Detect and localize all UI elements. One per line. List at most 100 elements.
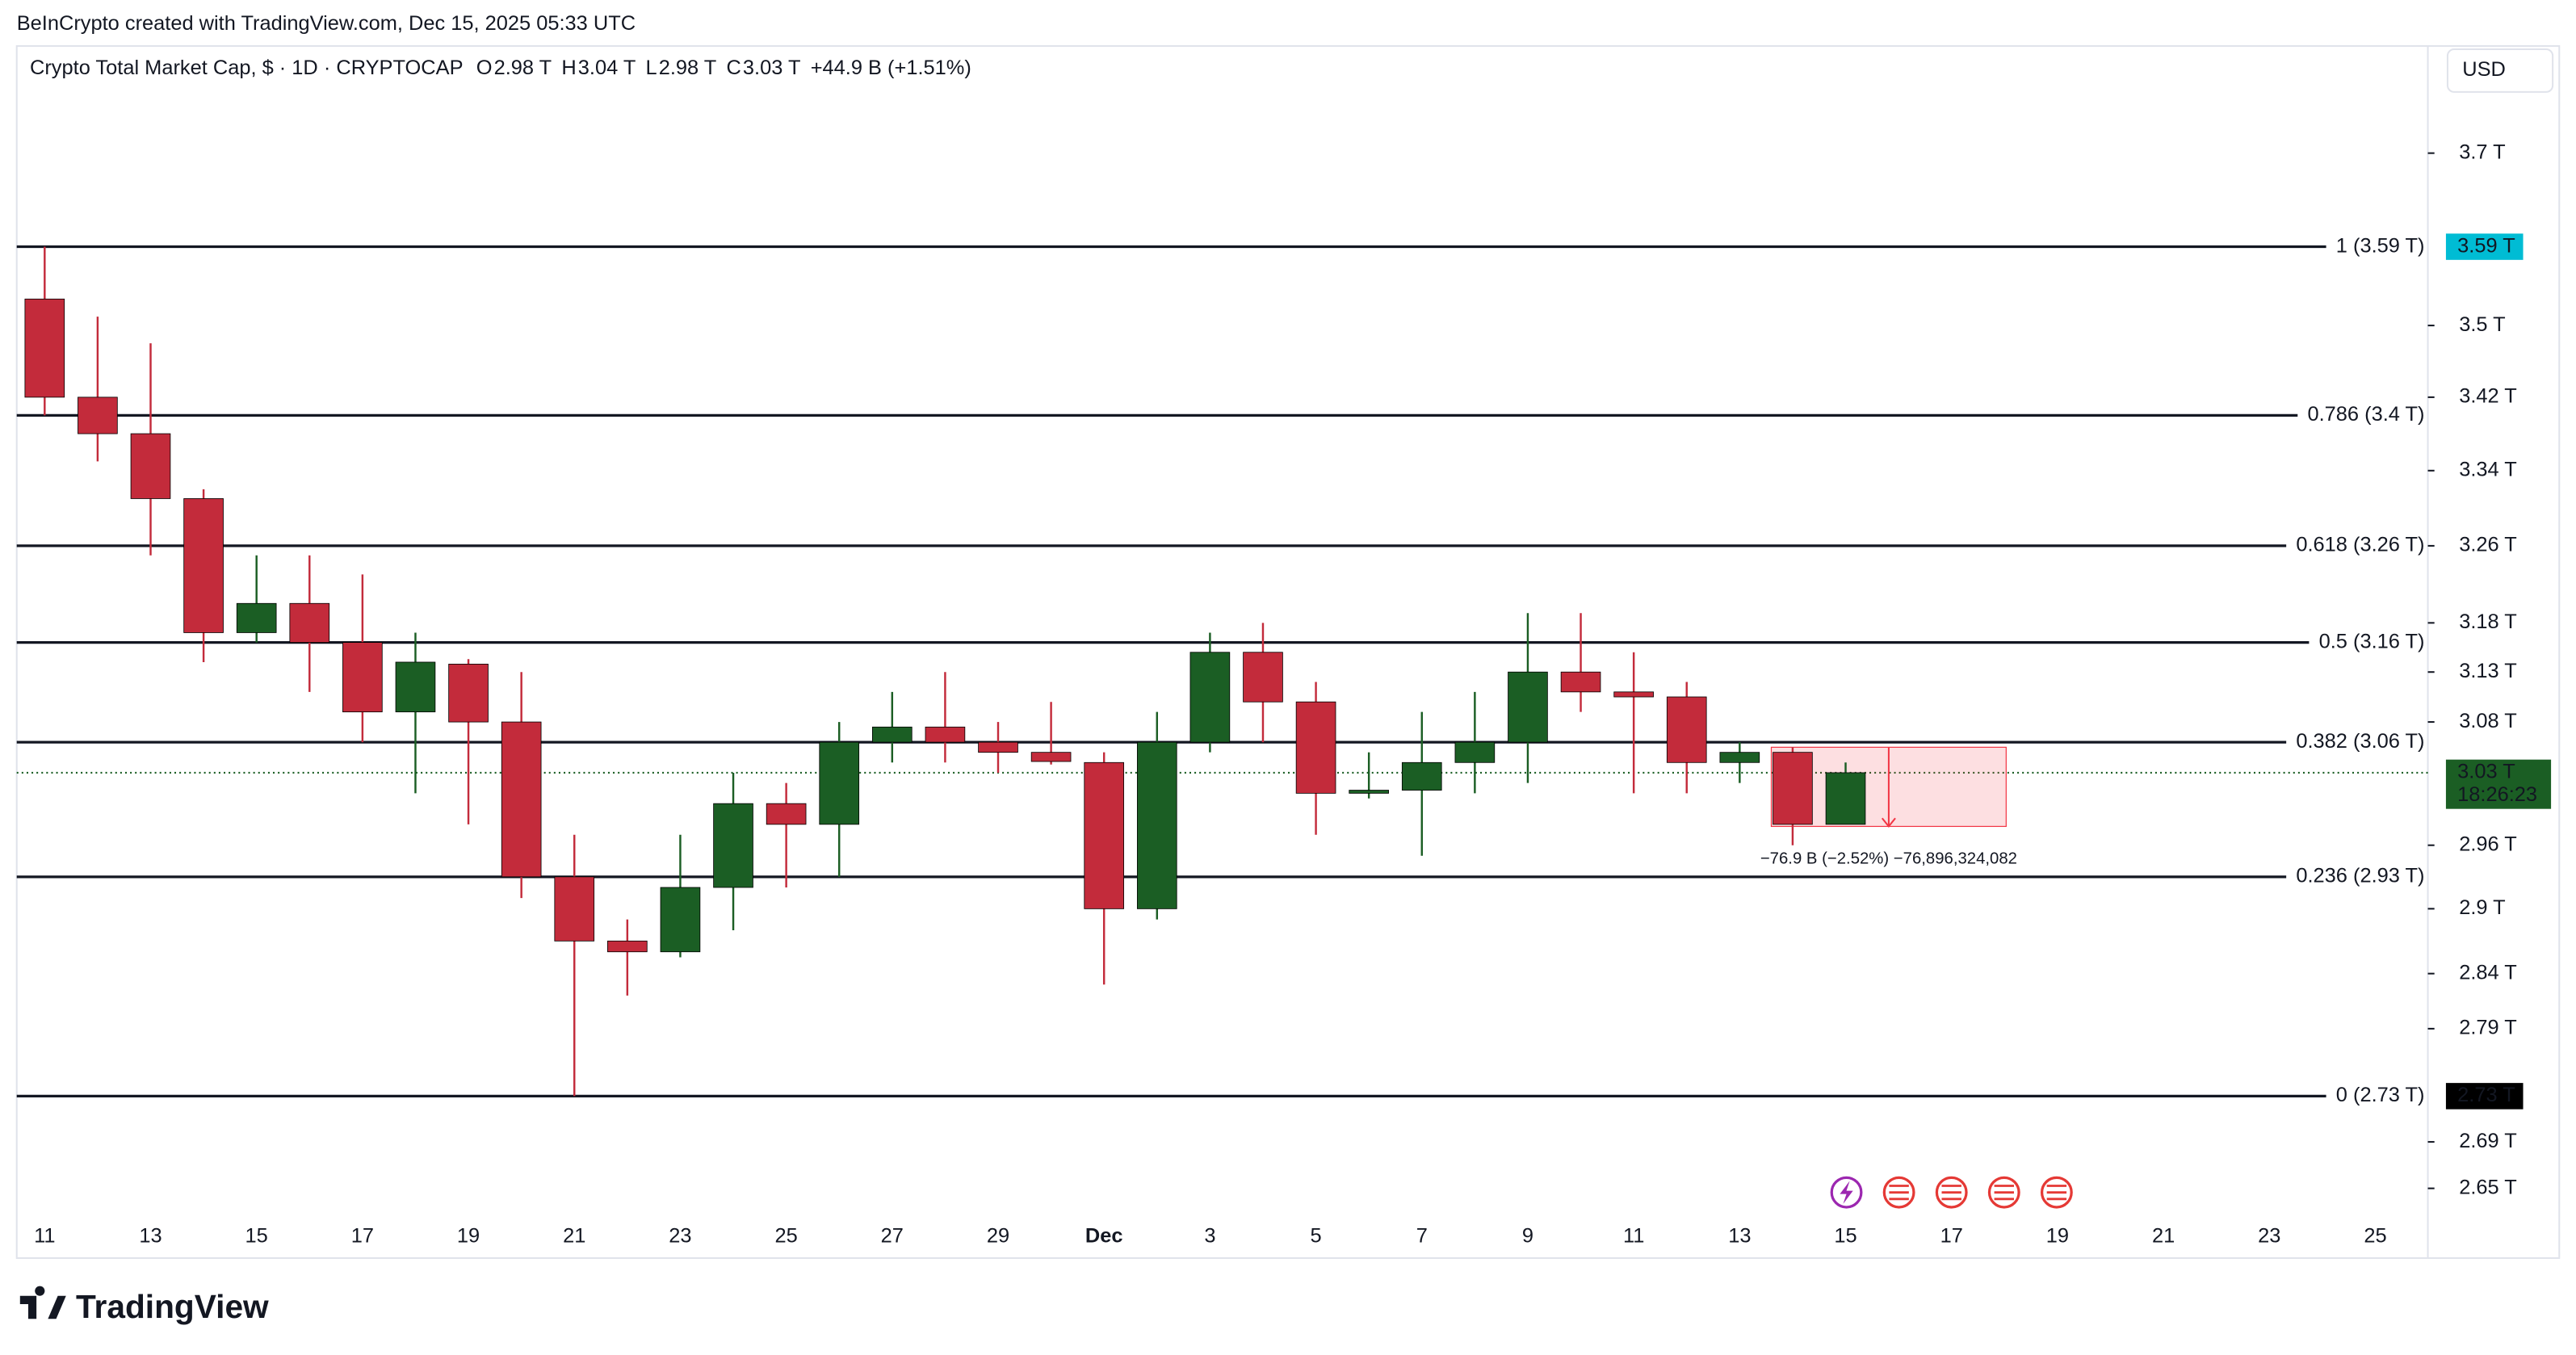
x-tick-label: 11	[34, 1224, 55, 1247]
legend-value: 3.03 T	[743, 57, 801, 79]
y-tick-label: 3.5 T	[2459, 313, 2505, 336]
legend-key: H	[561, 57, 576, 79]
candle-body	[1295, 701, 1336, 794]
candle-body	[1401, 761, 1442, 791]
measure-arrowhead	[1881, 817, 1896, 829]
x-tick-label: 7	[1416, 1224, 1428, 1247]
x-tick-label: 13	[1728, 1224, 1751, 1247]
level-badge	[2445, 1083, 2524, 1110]
fib-label: 0.5 (3.16 T)	[2319, 630, 2425, 652]
x-tick-label: 29	[987, 1224, 1009, 1247]
candle-body	[607, 940, 648, 953]
countdown: 18:26:23	[2457, 783, 2537, 806]
x-tick-label: Dec	[1085, 1224, 1123, 1247]
y-tick-label: 3.34 T	[2459, 459, 2517, 481]
y-tick-label: 2.79 T	[2459, 1017, 2517, 1039]
level-badge-label: 3.59 T	[2457, 234, 2515, 257]
y-tick-label: 3.42 T	[2459, 385, 2517, 408]
event-icons	[1830, 1176, 2073, 1209]
candle-body	[1349, 790, 1389, 794]
candle-body	[24, 298, 65, 398]
event-icon-glyph	[1840, 1181, 1853, 1204]
candle-body	[501, 721, 542, 878]
x-tick-label: 17	[351, 1224, 374, 1247]
flag-stripes	[1889, 1185, 2067, 1201]
legend-value: 2.98 T	[659, 57, 717, 79]
currency-button[interactable]	[2446, 48, 2554, 93]
candle-body	[766, 803, 807, 825]
measure-label: −76.9 B (−2.52%) −76,896,324,082	[1760, 849, 2017, 867]
x-tick-label: 21	[563, 1224, 585, 1247]
candle-body	[236, 602, 277, 633]
candle-body	[925, 726, 966, 743]
y-tick-label: 2.96 T	[2459, 833, 2517, 855]
legend-key: L	[646, 57, 657, 79]
y-tick-label: 2.9 T	[2459, 896, 2505, 919]
candle-body	[978, 741, 1018, 753]
candle-body	[1825, 772, 1866, 825]
legend-key: C	[727, 57, 741, 79]
candle-body	[1084, 761, 1125, 909]
candle-body	[1508, 671, 1548, 743]
candle-body	[554, 876, 595, 942]
x-tick-label: 25	[774, 1224, 797, 1247]
fib-label: 0.618 (3.26 T)	[2296, 534, 2424, 556]
candle-body	[395, 661, 436, 713]
currency[interactable]: USD	[2462, 58, 2506, 81]
legend-key: O	[476, 57, 493, 79]
x-tick-label: 11	[1623, 1224, 1644, 1247]
y-tick-label: 2.69 T	[2459, 1130, 2517, 1152]
level-badge-label: 2.73 T	[2457, 1084, 2515, 1106]
candle-body	[1189, 652, 1231, 743]
fib-label: 0 (2.73 T)	[2336, 1084, 2425, 1106]
fib-label: 1 (3.59 T)	[2336, 234, 2425, 257]
candle-body	[1560, 671, 1601, 693]
candle-body	[1773, 752, 1813, 825]
candle-body	[1136, 741, 1177, 909]
candle-body	[660, 887, 701, 953]
x-tick-label: 27	[881, 1224, 904, 1247]
candle-body	[872, 726, 913, 743]
y-tick-label: 2.84 T	[2459, 961, 2517, 984]
x-tick-label: 5	[1311, 1224, 1322, 1247]
x-tick-label: 15	[245, 1224, 268, 1247]
logo-mark	[19, 1286, 66, 1319]
candle-body	[183, 498, 224, 633]
candle-body	[1613, 691, 1654, 698]
candle-body	[1454, 741, 1496, 763]
x-tick-label: 21	[2152, 1224, 2175, 1247]
x-tick-label: 3	[1204, 1224, 1215, 1247]
legend-value: 2.98 T	[494, 57, 552, 79]
candle-body	[819, 741, 860, 825]
logo: TradingView	[19, 1286, 269, 1325]
x-tick-label: 17	[1940, 1224, 1963, 1247]
y-tick-label: 3.26 T	[2459, 534, 2517, 556]
candle-body	[713, 803, 753, 888]
y-tick-label: 2.65 T	[2459, 1176, 2517, 1198]
candle-body	[1666, 696, 1707, 763]
last-price-label: 3.03 T	[2457, 761, 2515, 783]
y-tick-label: 3.13 T	[2459, 660, 2517, 682]
x-tick-label: 23	[669, 1224, 691, 1247]
candle-body	[1719, 752, 1760, 763]
chart-title: Crypto Total Market Cap, $ · 1D · CRYPTO…	[30, 57, 464, 79]
y-tick-label: 3.18 T	[2459, 610, 2517, 633]
x-tick-label: 9	[1522, 1224, 1533, 1247]
candle-body	[448, 664, 489, 723]
level-badge	[2445, 233, 2524, 260]
legend-change: +44.9 B (+1.51%)	[811, 57, 971, 79]
last-price-badge	[2445, 759, 2552, 809]
x-tick-label: 25	[2364, 1224, 2386, 1247]
candle-body	[289, 602, 330, 643]
fib-label: 0.236 (2.93 T)	[2296, 865, 2424, 887]
x-tick-label: 23	[2258, 1224, 2280, 1247]
x-tick-label: 15	[1834, 1224, 1856, 1247]
candle-body	[1243, 652, 1283, 703]
y-tick-label: 3.7 T	[2459, 141, 2505, 163]
credit: BeInCrypto created with TradingView.com,…	[17, 12, 636, 35]
fib-label: 0.382 (3.06 T)	[2296, 730, 2424, 753]
legend-value: 3.04 T	[578, 57, 636, 79]
fib-label: 0.786 (3.4 T)	[2307, 403, 2424, 426]
y-tick-label: 3.08 T	[2459, 710, 2517, 732]
